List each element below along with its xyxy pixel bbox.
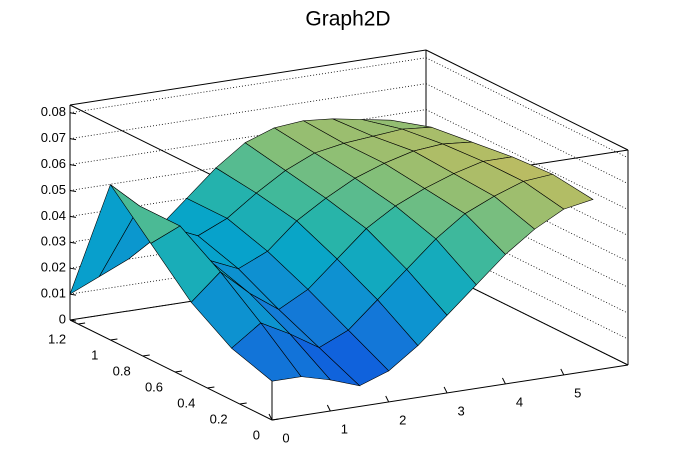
y-tick — [110, 338, 118, 341]
x-tick-label: 5 — [574, 385, 581, 400]
x-tick-label: 0 — [282, 430, 289, 445]
z-tick — [69, 241, 77, 244]
y-tick — [78, 322, 86, 325]
box-edge — [69, 49, 427, 106]
grid-line — [69, 109, 427, 165]
box-edge — [271, 364, 629, 421]
y-tick — [174, 370, 183, 373]
grid-line — [69, 57, 427, 114]
z-tick-label: 0.03 — [41, 234, 66, 249]
z-tick-label: 0.02 — [41, 260, 66, 275]
x-tick — [385, 395, 390, 403]
chart-title: Graph2D — [305, 8, 390, 31]
z-tick-label: 0.06 — [41, 156, 66, 171]
y-tick-label: 0.2 — [210, 411, 228, 426]
x-tick — [501, 377, 506, 385]
y-tick-label: 1 — [91, 347, 98, 362]
x-tick — [443, 386, 448, 394]
y-tick-label: 0.4 — [177, 395, 195, 410]
z-tick — [69, 164, 77, 167]
grid-line — [69, 83, 427, 140]
z-tick — [69, 112, 77, 115]
x-tick — [560, 368, 565, 376]
z-tick — [69, 189, 77, 192]
y-tick — [271, 418, 280, 421]
surface-cell — [231, 322, 302, 382]
x-tick-label: 4 — [516, 394, 523, 409]
x-tick-label: 1 — [341, 421, 348, 436]
z-tick — [69, 293, 77, 296]
z-tick-label: 0 — [59, 311, 66, 326]
z-tick — [69, 267, 77, 270]
y-tick — [207, 386, 215, 389]
z-tick — [69, 138, 77, 141]
y-tick-label: 0 — [253, 427, 260, 442]
box-edge — [69, 319, 273, 421]
z-tick-label: 0.05 — [41, 182, 66, 197]
box-edge — [425, 49, 629, 151]
y-tick-label: 0.6 — [145, 379, 163, 394]
z-tick-label: 0.01 — [41, 286, 66, 301]
y-tick — [142, 354, 150, 357]
x-tick — [326, 404, 331, 412]
y-tick-label: 0.8 — [113, 363, 131, 378]
z-tick — [69, 215, 77, 218]
y-tick — [239, 402, 247, 405]
z-tick-label: 0.07 — [41, 130, 66, 145]
z-tick-label: 0.08 — [41, 104, 66, 119]
z-tick-label: 0.04 — [41, 208, 66, 223]
x-tick-label: 2 — [399, 412, 406, 427]
x-tick — [268, 413, 273, 421]
x-tick-label: 3 — [457, 403, 464, 418]
y-tick-label: 1.2 — [48, 331, 66, 346]
